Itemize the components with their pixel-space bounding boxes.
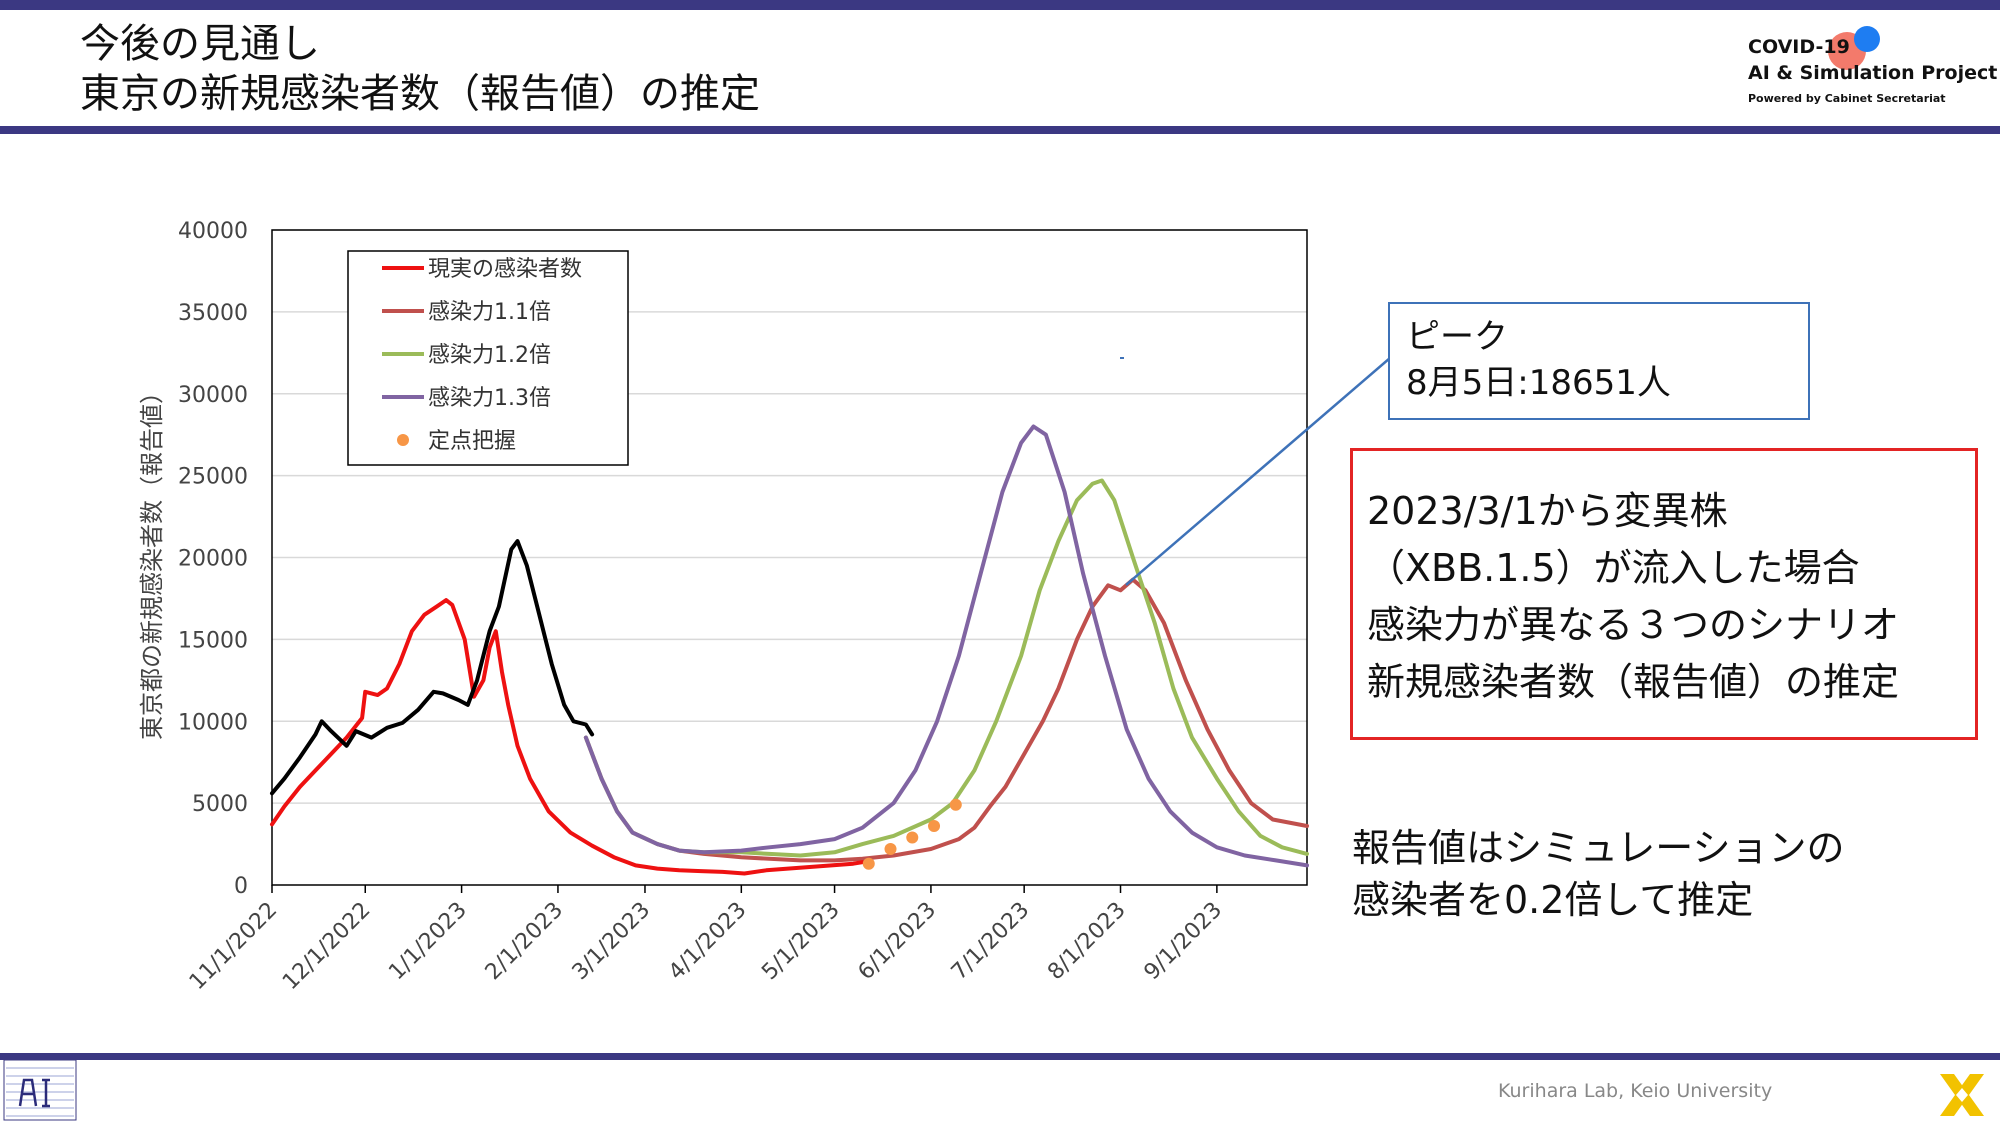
x-tick-label: 7/1/2023 xyxy=(947,898,1035,986)
x-logo-icon xyxy=(1940,1074,1984,1116)
legend-label: 現実の感染者数 xyxy=(428,257,582,282)
y-tick-label: 0 xyxy=(234,874,248,899)
plot-area-border xyxy=(271,229,1308,886)
y-axis-ticks: 0 5000 10000 15000 20000 25000 30000 35000 40000 xyxy=(178,219,248,899)
x-tick-label: 4/1/2023 xyxy=(664,898,752,986)
series-line-x1_2 xyxy=(583,478,1309,858)
series-line-actual_before xyxy=(270,539,595,796)
y-tick-label: 35000 xyxy=(178,301,248,326)
sentinel-point xyxy=(906,831,919,844)
sentinel-point xyxy=(862,857,875,870)
legend-label: 感染力1.3倍 xyxy=(428,386,551,411)
peak-callout-box: ピーク 8月5日:18651人 xyxy=(1388,302,1810,420)
peak-callout-title: ピーク xyxy=(1406,317,1508,357)
x-tick-label: 12/1/2022 xyxy=(278,898,375,995)
page-title-line1: 今後の見通し xyxy=(80,21,320,67)
x-tick-label: 2/1/2023 xyxy=(481,898,569,986)
lab-logo-icon xyxy=(3,1059,77,1121)
legend-marker xyxy=(397,434,409,446)
top-accent-bar xyxy=(0,0,2000,10)
scenario-line2: （XBB.1.5）が流入した場合 xyxy=(1367,546,1860,590)
sentinel-point xyxy=(949,798,962,811)
sentinel-point xyxy=(884,842,897,855)
x-tick-label: 8/1/2023 xyxy=(1043,898,1131,986)
reporting-note-line2: 感染者を0.2倍して推定 xyxy=(1352,878,1754,922)
x-tick-label: 11/1/2022 xyxy=(185,898,282,995)
y-tick-label: 30000 xyxy=(178,383,248,408)
chart-series xyxy=(270,424,1309,876)
series-line-x1_1 xyxy=(583,577,1309,863)
legend-box xyxy=(347,250,629,466)
page-title-line2: 東京の新規感染者数（報告値）の推定 xyxy=(80,71,760,117)
peak-callout-line xyxy=(1125,357,1391,586)
logo-line2: AI & Simulation Project xyxy=(1748,62,1998,84)
series-line-x1_3 xyxy=(583,424,1309,868)
y-tick-label: 25000 xyxy=(178,465,248,490)
y-tick-label: 40000 xyxy=(178,219,248,244)
covid-ai-project-logo: COVID-19 AI & Simulation Project Powered… xyxy=(1742,24,1997,116)
legend-label: 感染力1.2倍 xyxy=(428,343,551,368)
y-tick-label: 10000 xyxy=(178,710,248,735)
title-divider xyxy=(0,126,2000,134)
logo-blue-circle xyxy=(1854,26,1880,52)
logo-line3: Powered by Cabinet Secretariat xyxy=(1748,92,1946,105)
footer-divider xyxy=(0,1053,2000,1060)
reporting-note-line1: 報告値はシミュレーションの xyxy=(1352,826,1845,870)
series-line-actual xyxy=(270,598,865,876)
legend-label: 感染力1.1倍 xyxy=(428,300,551,325)
scenario-line3: 感染力が異なる３つのシナリオ xyxy=(1367,603,1900,647)
y-tick-label: 15000 xyxy=(178,628,248,653)
x-tick-label: 5/1/2023 xyxy=(757,898,845,986)
x-tick-label: 9/1/2023 xyxy=(1140,898,1228,986)
y-tick-label: 20000 xyxy=(178,547,248,572)
legend-label: 定点把握 xyxy=(428,429,516,454)
peak-callout-value: 8月5日:18651人 xyxy=(1406,363,1671,403)
y-axis-label: 東京都の新規感染者数（報告値） xyxy=(138,380,166,740)
scenario-line4: 新規感染者数（報告値）の推定 xyxy=(1367,660,1900,704)
scenario-line1: 2023/3/1から変異株 xyxy=(1367,489,1728,533)
x-tick-label: 1/1/2023 xyxy=(384,898,472,986)
footer-lab-name: Kurihara Lab, Keio University xyxy=(1498,1080,1773,1102)
y-tick-label: 5000 xyxy=(192,792,248,817)
scenario-description-box: 2023/3/1から変異株 （XBB.1.5）が流入した場合 感染力が異なる３つ… xyxy=(1350,448,1978,740)
reporting-note: 報告値はシミュレーションの 感染者を0.2倍して推定 xyxy=(1352,822,1844,926)
logo-line1: COVID-19 xyxy=(1748,36,1850,58)
x-tick-label: 6/1/2023 xyxy=(854,898,942,986)
x-tick-label: 3/1/2023 xyxy=(568,898,656,986)
sentinel-point xyxy=(928,820,941,833)
